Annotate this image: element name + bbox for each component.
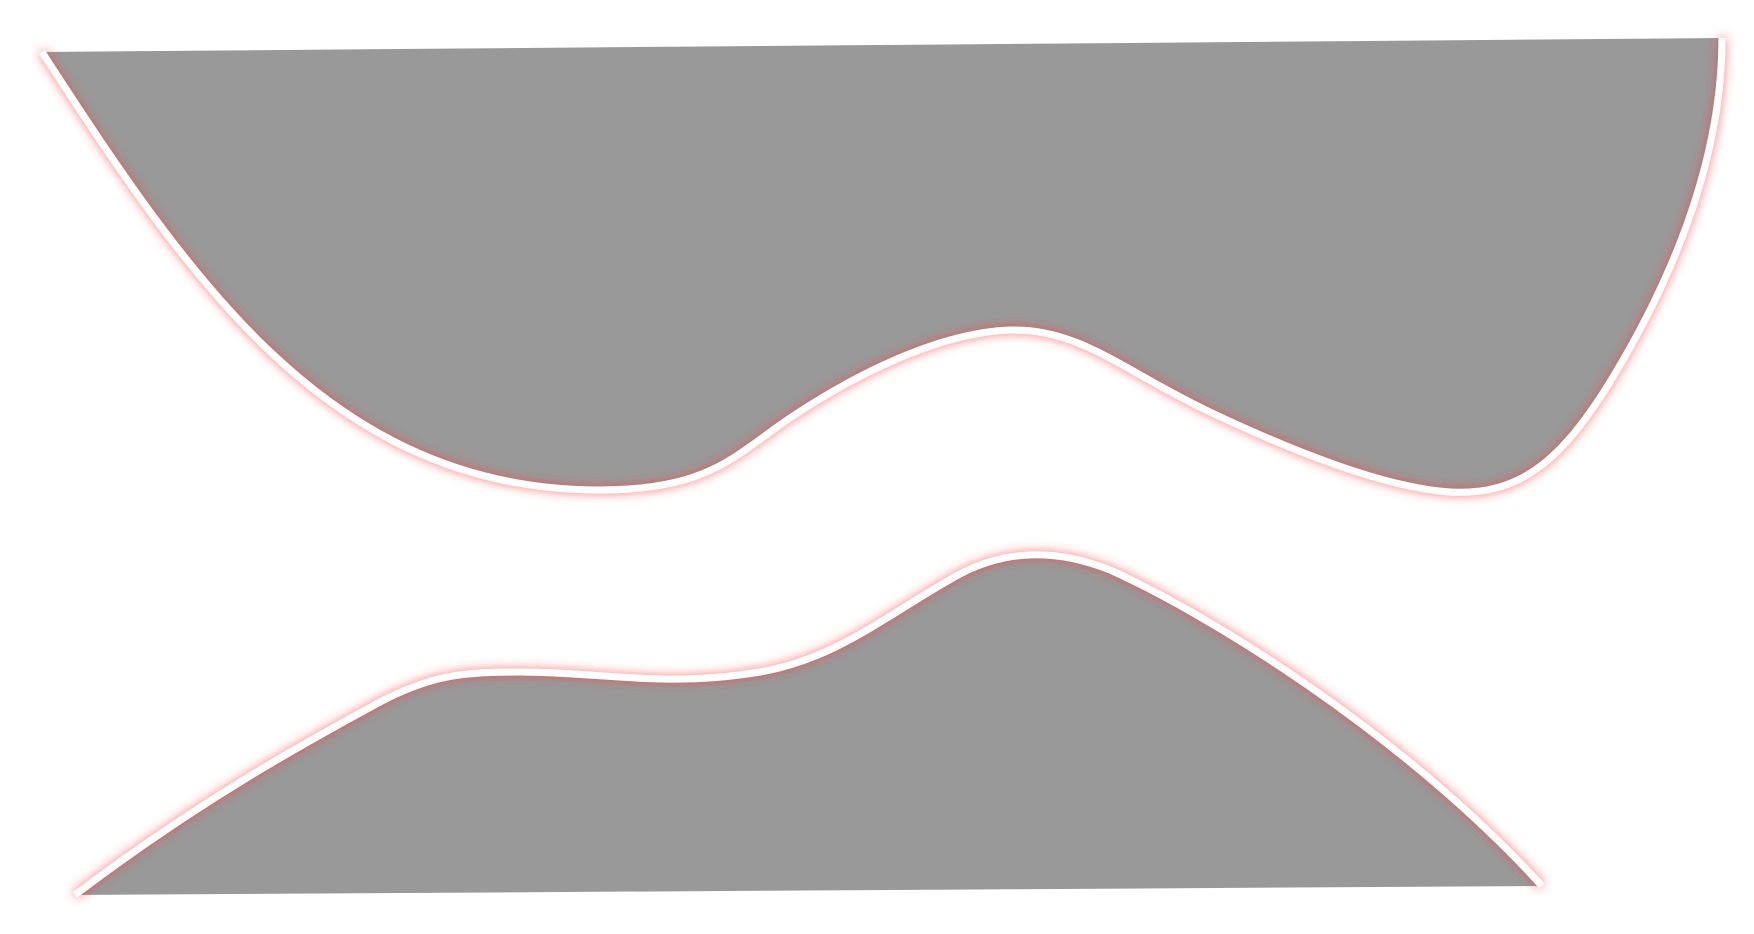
lower-gray-shape — [72, 551, 1545, 898]
upper-gray-shape — [39, 37, 1726, 496]
upper-shape-outline — [39, 37, 1726, 496]
lower-shape-outline — [72, 551, 1545, 898]
lower-shape-fill — [75, 554, 1542, 895]
upper-shape-fill — [42, 38, 1722, 493]
